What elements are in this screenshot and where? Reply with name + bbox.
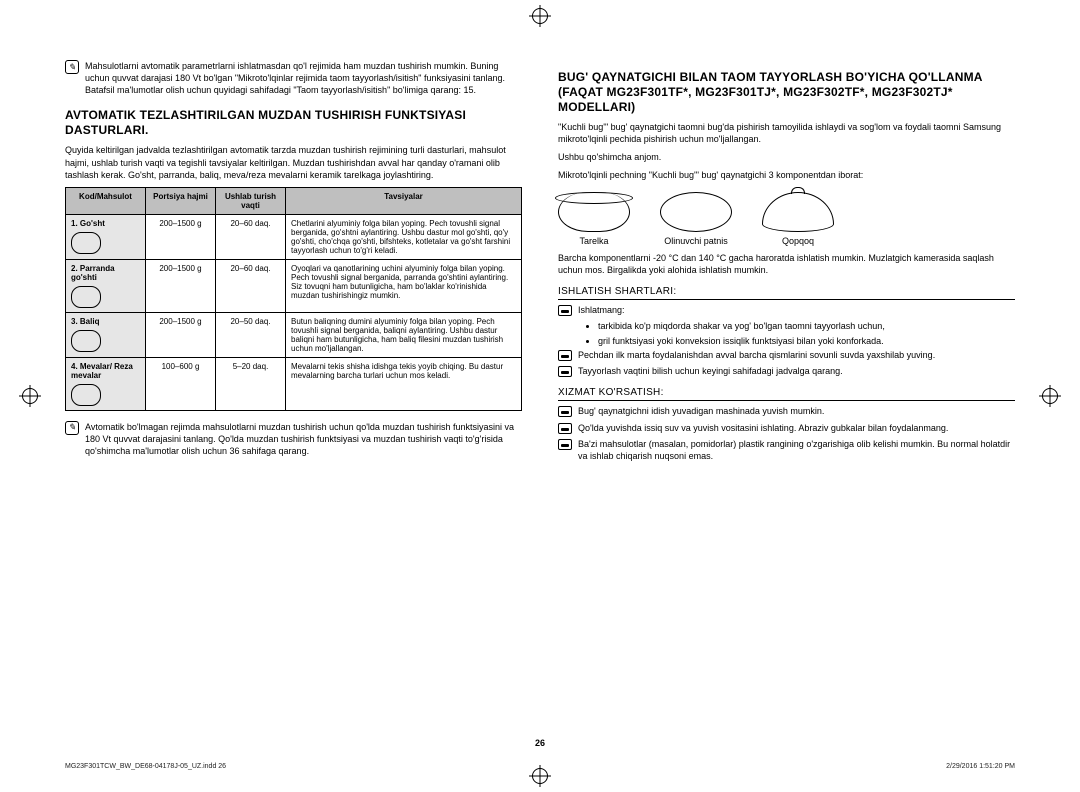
component-bowl: Tarelka [558, 192, 630, 246]
footer-filename: MG23F301TCW_BW_DE68-04178J-05_UZ.indd 26 [65, 763, 226, 770]
right-p2: Ushbu qo'shimcha anjom. [558, 151, 1015, 163]
right-p4: Barcha komponentlarni -20 °C dan 140 °C … [558, 252, 1015, 276]
cell-portion: 200–1500 g [146, 214, 216, 259]
fruit-icon [71, 384, 101, 406]
usage-b2: Pechdan ilk marta foydalanishdan avval b… [558, 349, 1015, 361]
cell-code: 4. Mevalar/ Reza mevalar [66, 357, 146, 410]
usage-sublist: tarkibida ko'p miqdorda shakar va yog' b… [584, 320, 1015, 347]
tray-icon [660, 192, 732, 232]
cell-code: 3. Baliq [66, 312, 146, 357]
note-icon: ✎ [65, 421, 79, 435]
footer-timestamp: 2/29/2016 1:51:20 PM [946, 763, 1015, 770]
cell-tip: Chetlarini alyuminiy folga bilan yoping.… [286, 214, 522, 259]
cell-portion: 200–1500 g [146, 312, 216, 357]
component-tray: Olinuvchi patnis [660, 192, 732, 246]
component-label: Olinuvchi patnis [660, 236, 732, 246]
meat-icon [71, 232, 101, 254]
service-b2-text: Qo'lda yuvishda issiq suv va yuvish vosi… [578, 422, 1015, 434]
th-time: Ushlab turish vaqti [216, 187, 286, 214]
cell-portion: 100–600 g [146, 357, 216, 410]
cell-time: 5–20 daq. [216, 357, 286, 410]
fish-icon [71, 330, 101, 352]
bullet-icon [558, 350, 572, 361]
cell-code: 2. Parranda go'shti [66, 259, 146, 312]
cell-tip: Butun baliqning dumini alyuminiy folga b… [286, 312, 522, 357]
th-portion: Portsiya hajmi [146, 187, 216, 214]
usage-b2-text: Pechdan ilk marta foydalanishdan avval b… [578, 349, 1015, 361]
service-title: XIZMAT KO'RSATISH: [558, 387, 1015, 401]
cell-code: 1. Go'sht [66, 214, 146, 259]
left-heading: AVTOMATIK TEZLASHTIRILGAN MUZDAN TUSHIRI… [65, 108, 522, 138]
table-header-row: Kod/Mahsulot Portsiya hajmi Ushlab turis… [66, 187, 522, 214]
component-lid: Qopqoq [762, 192, 834, 246]
usage-b3-text: Tayyorlash vaqtini bilish uchun keyingi … [578, 365, 1015, 377]
cell-tip: Oyoqlari va qanotlarining uchini alyumin… [286, 259, 522, 312]
bottom-note: ✎ Avtomatik bo'lmagan rejimda mahsulotla… [65, 421, 522, 457]
th-code: Kod/Mahsulot [66, 187, 146, 214]
service-b3-text: Ba'zi mahsulotlar (masalan, pomidorlar) … [578, 438, 1015, 462]
bullet-icon [558, 305, 572, 316]
cell-portion: 200–1500 g [146, 259, 216, 312]
right-p3: Mikroto'lqinli pechning "Kuchli bug'" bu… [558, 169, 1015, 181]
poultry-icon [71, 286, 101, 308]
service-b3: Ba'zi mahsulotlar (masalan, pomidorlar) … [558, 438, 1015, 462]
th-tip: Tavsiyalar [286, 187, 522, 214]
top-note-text: Mahsulotlarni avtomatik parametrlarni is… [85, 60, 522, 96]
registration-mark-top [532, 8, 548, 24]
registration-mark-right [1042, 388, 1058, 404]
cell-time: 20–50 daq. [216, 312, 286, 357]
usage-sub-item: gril funktsiyasi yoki konveksion issiqli… [598, 335, 1015, 348]
cell-time: 20–60 daq. [216, 214, 286, 259]
page-number: 26 [535, 738, 545, 748]
usage-lead: Ishlatmang: [558, 304, 1015, 316]
bullet-icon [558, 423, 572, 434]
defrost-table: Kod/Mahsulot Portsiya hajmi Ushlab turis… [65, 187, 522, 411]
right-heading: BUG' QAYNATGICHI BILAN TAOM TAYYORLASH B… [558, 70, 1015, 115]
component-label: Tarelka [558, 236, 630, 246]
usage-b3: Tayyorlash vaqtini bilish uchun keyingi … [558, 365, 1015, 377]
bowl-icon [558, 192, 630, 232]
cell-tip: Mevalarni tekis shisha idishga tekis yoy… [286, 357, 522, 410]
registration-mark-left [22, 388, 38, 404]
table-row: 2. Parranda go'shti 200–1500 g 20–60 daq… [66, 259, 522, 312]
usage-lead-text: Ishlatmang: [578, 304, 1015, 316]
usage-sub-item: tarkibida ko'p miqdorda shakar va yog' b… [598, 320, 1015, 333]
registration-mark-bottom [532, 768, 548, 784]
table-body: 1. Go'sht 200–1500 g 20–60 daq. Chetlari… [66, 214, 522, 410]
usage-conditions-title: ISHLATISH SHARTLARI: [558, 286, 1015, 300]
left-column: ✎ Mahsulotlarni avtomatik parametrlarni … [65, 60, 522, 469]
two-column-layout: ✎ Mahsulotlarni avtomatik parametrlarni … [65, 60, 1015, 469]
note-icon: ✎ [65, 60, 79, 74]
component-label: Qopqoq [762, 236, 834, 246]
service-b1: Bug' qaynatgichni idish yuvadigan mashin… [558, 405, 1015, 417]
bullet-icon [558, 406, 572, 417]
right-p1: "Kuchli bug'" bug' qaynatgichi taomni bu… [558, 121, 1015, 145]
top-note: ✎ Mahsulotlarni avtomatik parametrlarni … [65, 60, 522, 96]
table-row: 1. Go'sht 200–1500 g 20–60 daq. Chetlari… [66, 214, 522, 259]
service-b1-text: Bug' qaynatgichni idish yuvadigan mashin… [578, 405, 1015, 417]
bullet-icon [558, 366, 572, 377]
lid-icon [762, 192, 834, 232]
table-row: 4. Mevalar/ Reza mevalar 100–600 g 5–20 … [66, 357, 522, 410]
components-row: Tarelka Olinuvchi patnis Qopqoq [558, 192, 1015, 246]
bullet-icon [558, 439, 572, 450]
right-column: BUG' QAYNATGICHI BILAN TAOM TAYYORLASH B… [558, 60, 1015, 469]
cell-time: 20–60 daq. [216, 259, 286, 312]
service-b2: Qo'lda yuvishda issiq suv va yuvish vosi… [558, 422, 1015, 434]
left-intro: Quyida keltirilgan jadvalda tezlashtiril… [65, 144, 522, 180]
table-row: 3. Baliq 200–1500 g 20–50 daq. Butun bal… [66, 312, 522, 357]
bottom-note-text: Avtomatik bo'lmagan rejimda mahsulotlarn… [85, 421, 522, 457]
